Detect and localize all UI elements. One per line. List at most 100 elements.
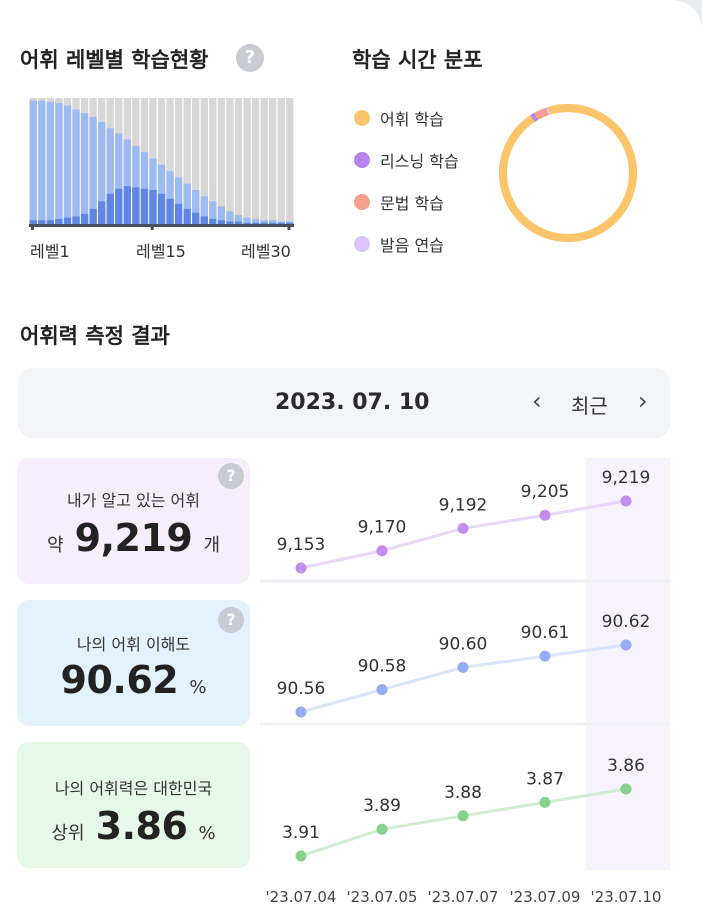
level-bar-bg [174, 98, 183, 224]
chevron-left-icon[interactable]: ‹ [532, 387, 542, 415]
level-bar-bg [200, 98, 208, 224]
time-legend: 어휘 학습 리스닝 학습 문법 학습 발음 연습 [354, 107, 459, 255]
trend-value-label: 90.60 [439, 634, 488, 654]
pronunciation-dot-icon [354, 236, 370, 252]
trend-point [620, 495, 632, 507]
level-bar-learned [166, 198, 174, 224]
level-bar-total [106, 128, 114, 224]
trend-value-label: 3.89 [363, 796, 401, 816]
latest-column-highlight [586, 458, 670, 870]
trend-point [376, 823, 388, 835]
level-bar-learned [89, 208, 97, 224]
date-axis-label: '23.07.09 [510, 888, 581, 906]
recent-label[interactable]: 최근 [571, 394, 608, 418]
level-bar-total [89, 116, 97, 224]
measure-date: 2023. 07. 10 [275, 390, 430, 415]
legend-label-grammar: 문법 학습 [380, 194, 444, 213]
level-bar-total [132, 145, 140, 224]
level-bar-bg [157, 98, 166, 224]
level-bar-learned [38, 220, 46, 224]
level-bar-learned [55, 218, 63, 224]
comprehension-card: ? 나의 어휘 이해도 90.62 % [17, 600, 250, 726]
level-bar-bg [217, 98, 226, 224]
known-words-value-row: 약 9,219 개 [17, 516, 250, 560]
trend-value-label: 90.61 [521, 623, 570, 643]
legend-item-listening: 리스닝 학습 [354, 149, 459, 171]
time-dist-title: 학습 시간 분포 [352, 48, 483, 72]
level-bar-total [72, 109, 80, 224]
level-bar-learned [140, 188, 149, 224]
known-help-icon[interactable]: ? [218, 463, 244, 489]
level-bar-learned [29, 220, 37, 224]
trend-point [620, 783, 632, 795]
level-bar-total [243, 217, 251, 224]
level-bar-bg [260, 98, 268, 224]
comprehension-value: 90.62 [60, 658, 179, 702]
trend-point [539, 796, 551, 808]
level-bar-learned [63, 217, 72, 224]
level-bar-total [183, 183, 191, 224]
level-bar-learned [115, 188, 123, 224]
known-words-unit: 개 [203, 535, 220, 556]
vocab-dot-icon [354, 110, 370, 126]
trend-point [620, 639, 632, 651]
known-words-card: ? 내가 알고 있는 어휘 약 9,219 개 [17, 458, 250, 584]
level-chart [29, 98, 294, 230]
known-words-label: 내가 알고 있는 어휘 [66, 491, 201, 510]
level-bar-learned [209, 218, 217, 224]
date-axis-label: '23.07.07 [428, 888, 499, 906]
level-bar-total [166, 171, 174, 224]
legend-item-vocab: 어휘 학습 [354, 107, 459, 129]
national-rank-label: 나의 어휘력은 대한민국 [54, 779, 213, 798]
level-bar-learned [106, 193, 114, 224]
level-bar-bg [277, 98, 285, 224]
level-bar-total [46, 101, 55, 224]
comprehension-label: 나의 어휘 이해도 [76, 635, 191, 654]
date-selector: 2023. 07. 10 ‹ 최근 › [18, 368, 670, 438]
national-rank-value-row: 상위 3.86 % [17, 804, 250, 848]
trend-value-label: 9,205 [521, 482, 570, 502]
level-axis-tick [150, 224, 154, 230]
level-help-icon[interactable]: ? [236, 44, 264, 72]
trend-point [457, 810, 469, 822]
level-bar-learned [123, 186, 131, 224]
level-bar-total [209, 201, 217, 224]
trend-value-label: 90.56 [277, 679, 326, 699]
level-bar-learned [174, 203, 183, 224]
level-bar-learned [132, 187, 140, 224]
chevron-right-icon[interactable]: › [638, 387, 648, 415]
grammar-dot-icon [354, 194, 370, 210]
level-bar-learned [234, 221, 243, 224]
trend-line [300, 643, 627, 714]
level-bar-total [260, 220, 268, 224]
level-bar-total [217, 206, 226, 224]
comprehension-unit: % [189, 677, 207, 698]
level-bar-learned [200, 216, 208, 224]
level-bar-total [80, 113, 89, 224]
level-bar-total [29, 100, 37, 224]
trend-value-label: 9,192 [439, 495, 488, 515]
national-rank-card: 나의 어휘력은 대한민국 상위 3.86 % [17, 742, 250, 868]
level-bar-learned [192, 212, 200, 224]
level-bar-bg [183, 98, 191, 224]
level-bar-total [234, 215, 243, 224]
level-bar-learned [46, 220, 55, 224]
level-bar-total [115, 133, 123, 224]
trend-point [376, 684, 388, 696]
level-bar-bg [243, 98, 251, 224]
trend-point [539, 509, 551, 521]
time-donut-chart [499, 104, 637, 242]
comprehension-value-row: 90.62 % [17, 658, 250, 702]
level-bar-bg [251, 98, 260, 224]
level-bar-total [38, 100, 46, 224]
trend-point [539, 650, 551, 662]
level-bar-learned [286, 222, 294, 224]
trend-point [295, 562, 307, 574]
comprehension-help-icon[interactable]: ? [218, 607, 244, 633]
measure-title: 어휘력 측정 결과 [20, 324, 170, 348]
level-bar-total [98, 121, 106, 224]
level-bar-total [174, 177, 183, 224]
level-bar-learned [277, 222, 285, 224]
